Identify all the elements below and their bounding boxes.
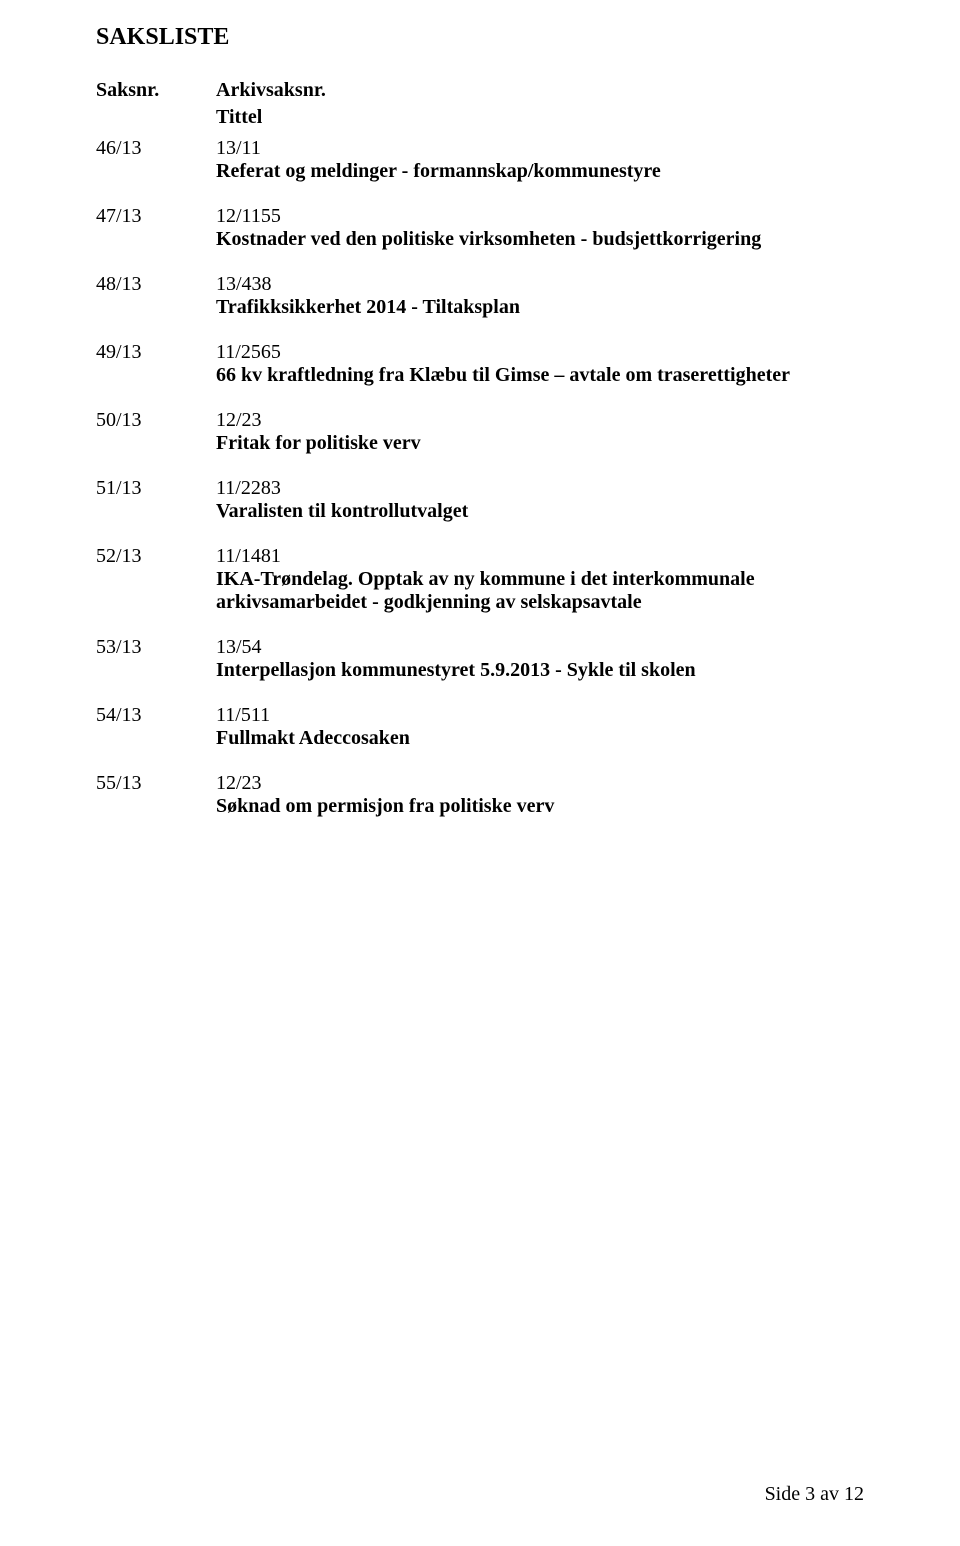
item-saksnr: 51/13 xyxy=(96,477,216,523)
item-arkiv: 13/438 xyxy=(216,273,864,296)
item-arkiv: 11/2283 xyxy=(216,477,864,500)
item-desc: Interpellasjon kommunestyret 5.9.2013 - … xyxy=(216,659,864,682)
item-arkiv: 13/11 xyxy=(216,137,864,160)
item-desc: Søknad om permisjon fra politiske verv xyxy=(216,795,864,818)
list-item: 54/13 11/511 Fullmakt Adeccosaken xyxy=(96,704,864,750)
item-arkiv: 13/54 xyxy=(216,636,864,659)
item-arkiv: 12/23 xyxy=(216,409,864,432)
item-desc: 66 kv kraftledning fra Klæbu til Gimse –… xyxy=(216,364,864,387)
header-arkiv: Arkivsaksnr. xyxy=(216,79,864,102)
item-saksnr: 46/13 xyxy=(96,137,216,183)
item-saksnr: 52/13 xyxy=(96,545,216,614)
header-saksnr: Saksnr. xyxy=(96,79,216,102)
item-saksnr: 48/13 xyxy=(96,273,216,319)
item-desc: IKA-Trøndelag. Opptak av ny kommune i de… xyxy=(216,568,864,614)
item-saksnr: 55/13 xyxy=(96,772,216,818)
list-item: 53/13 13/54 Interpellasjon kommunestyret… xyxy=(96,636,864,682)
item-saksnr: 50/13 xyxy=(96,409,216,455)
item-desc: Referat og meldinger - formannskap/kommu… xyxy=(216,160,864,183)
list-item: 47/13 12/1155 Kostnader ved den politisk… xyxy=(96,205,864,251)
column-headers: Saksnr. Arkivsaksnr. xyxy=(96,79,864,102)
item-arkiv: 11/1481 xyxy=(216,545,864,568)
list-item: 52/13 11/1481 IKA-Trøndelag. Opptak av n… xyxy=(96,545,864,614)
item-saksnr: 49/13 xyxy=(96,341,216,387)
list-item: 49/13 11/2565 66 kv kraftledning fra Klæ… xyxy=(96,341,864,387)
item-arkiv: 11/511 xyxy=(216,704,864,727)
item-saksnr: 54/13 xyxy=(96,704,216,750)
item-arkiv: 11/2565 xyxy=(216,341,864,364)
item-desc: Kostnader ved den politiske virksomheten… xyxy=(216,228,864,251)
item-desc: Fullmakt Adeccosaken xyxy=(216,727,864,750)
page-footer: Side 3 av 12 xyxy=(765,1483,864,1506)
item-desc: Varalisten til kontrollutvalget xyxy=(216,500,864,523)
item-arkiv: 12/1155 xyxy=(216,205,864,228)
item-desc: Fritak for politiske verv xyxy=(216,432,864,455)
list-item: 51/13 11/2283 Varalisten til kontrollutv… xyxy=(96,477,864,523)
list-item: 46/13 13/11 Referat og meldinger - forma… xyxy=(96,137,864,183)
item-saksnr: 47/13 xyxy=(96,205,216,251)
list-item: 48/13 13/438 Trafikksikkerhet 2014 - Til… xyxy=(96,273,864,319)
list-item: 50/13 12/23 Fritak for politiske verv xyxy=(96,409,864,455)
item-arkiv: 12/23 xyxy=(216,772,864,795)
list-item: 55/13 12/23 Søknad om permisjon fra poli… xyxy=(96,772,864,818)
header-tittel: Tittel xyxy=(216,106,864,129)
page-title: SAKSLISTE xyxy=(96,24,864,51)
item-desc: Trafikksikkerhet 2014 - Tiltaksplan xyxy=(216,296,864,319)
item-saksnr: 53/13 xyxy=(96,636,216,682)
